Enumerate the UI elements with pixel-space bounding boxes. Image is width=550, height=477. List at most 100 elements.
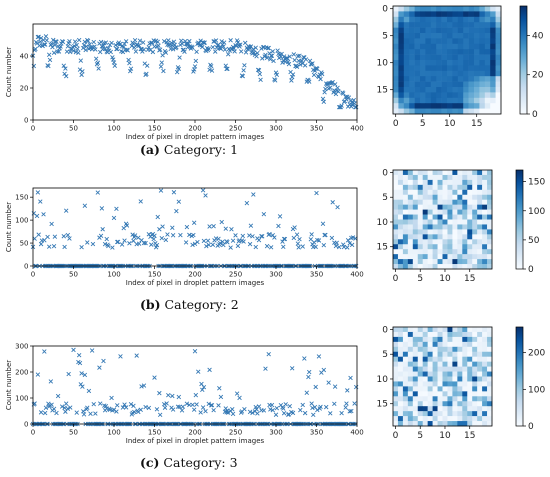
scatter-point bbox=[95, 60, 101, 65]
heatmap-cell bbox=[393, 194, 399, 200]
heatmap-cell bbox=[422, 331, 428, 338]
scatter-point bbox=[140, 40, 146, 45]
heatmap-cell bbox=[422, 259, 428, 265]
heatmap-cell bbox=[487, 327, 493, 333]
heatmap-cell bbox=[441, 65, 448, 72]
heatmap-cell bbox=[442, 376, 448, 382]
heatmap-cell bbox=[457, 60, 464, 66]
heatmap-cell bbox=[490, 103, 496, 109]
heatmap-cell bbox=[393, 361, 399, 367]
heatmap-cell bbox=[393, 199, 399, 205]
heatmap-cell bbox=[452, 170, 458, 176]
heatmap-cell bbox=[430, 54, 437, 61]
heatmap-cell bbox=[477, 224, 483, 230]
heatmap-cell bbox=[432, 174, 438, 181]
scatter-point bbox=[74, 410, 79, 415]
scatter-point bbox=[261, 211, 267, 217]
heatmap-cell bbox=[397, 189, 404, 196]
heatmap-cell bbox=[447, 11, 453, 18]
heatmap-cell bbox=[437, 421, 443, 427]
heatmap-cell bbox=[462, 351, 468, 357]
scatter-point bbox=[150, 49, 156, 55]
heatmap-cell bbox=[436, 33, 442, 39]
heatmap-cell bbox=[422, 209, 428, 215]
heatmap-cell bbox=[414, 11, 421, 18]
scatter-point bbox=[263, 366, 268, 371]
y-axis-label: Count number bbox=[5, 47, 13, 97]
heatmap-cell bbox=[441, 43, 448, 50]
heatmap-cell bbox=[432, 219, 438, 225]
heatmap-cell bbox=[393, 65, 399, 72]
heatmap-cell bbox=[397, 401, 404, 407]
heatmap-cell bbox=[427, 204, 433, 210]
heatmap-cell bbox=[407, 229, 414, 235]
heatmap-cell bbox=[407, 170, 414, 176]
scatter-point bbox=[207, 367, 212, 373]
heatmap-cell bbox=[452, 244, 458, 250]
heatmap-cell bbox=[447, 97, 453, 104]
scatter-point bbox=[218, 394, 224, 400]
heatmap-cell bbox=[468, 103, 475, 109]
heatmap-cell bbox=[420, 11, 426, 18]
heatmap-cell bbox=[479, 87, 486, 93]
caption-a: (a) Category: 1 bbox=[140, 142, 238, 157]
heatmap-cell bbox=[427, 366, 433, 372]
heatmap-cell bbox=[432, 244, 438, 250]
heatmap-cell bbox=[403, 22, 410, 28]
scatter-point bbox=[55, 49, 60, 54]
scatter-point bbox=[204, 244, 209, 249]
heatmap-cell bbox=[452, 49, 459, 55]
heatmap-cell bbox=[436, 81, 442, 88]
heatmap-cell bbox=[477, 264, 483, 270]
scatter-point bbox=[36, 232, 41, 237]
heatmap-cell bbox=[422, 416, 428, 422]
heatmap-cell bbox=[447, 416, 453, 422]
heatmap-cell bbox=[457, 331, 463, 338]
heatmap-cell bbox=[442, 406, 448, 412]
scatter-point bbox=[119, 242, 125, 247]
scatter-point bbox=[157, 390, 162, 396]
scatter-point bbox=[290, 72, 296, 77]
heatmap-cell bbox=[463, 60, 469, 66]
heatmap-cell bbox=[442, 401, 448, 407]
heatmap-cell bbox=[472, 411, 478, 417]
heatmap-cell bbox=[422, 381, 428, 387]
heatmap-cell bbox=[422, 401, 428, 407]
heatmap-cell bbox=[457, 189, 463, 196]
scatter-point bbox=[270, 49, 275, 54]
scatter-point bbox=[255, 411, 260, 416]
heatmap-cell bbox=[412, 194, 419, 200]
heatmap-cell bbox=[484, 70, 491, 77]
heatmap-cell bbox=[420, 87, 426, 93]
scatter-point bbox=[242, 63, 247, 68]
scatter-point bbox=[190, 242, 195, 248]
heatmap-cell bbox=[417, 336, 423, 343]
heatmap-cell bbox=[402, 204, 409, 210]
heatmap-cell bbox=[437, 189, 443, 196]
heatmap-cell bbox=[482, 194, 488, 200]
scatter-point bbox=[290, 410, 296, 416]
heatmap-cell bbox=[467, 366, 473, 372]
scatter-point bbox=[198, 410, 203, 415]
heatmap-cell bbox=[393, 209, 399, 215]
heatmap-cell bbox=[393, 376, 399, 382]
heatmap-cell bbox=[414, 97, 421, 104]
scatter-point bbox=[134, 353, 139, 358]
scatter-point bbox=[289, 78, 294, 83]
heatmap-cell bbox=[432, 421, 438, 427]
scatter-point bbox=[353, 104, 359, 110]
heatmap-cell bbox=[393, 204, 399, 210]
heatmap-cell bbox=[427, 331, 433, 338]
heatmap-cell bbox=[397, 381, 404, 387]
heatmap-cell bbox=[417, 229, 423, 235]
heatmap-cell bbox=[442, 204, 448, 210]
heatmap-cell bbox=[447, 108, 453, 115]
scatter-point bbox=[310, 405, 315, 411]
heatmap-cell bbox=[487, 376, 493, 382]
heatmap-cell bbox=[432, 189, 438, 196]
scatter-point bbox=[205, 238, 211, 243]
heatmap-cell bbox=[482, 219, 488, 225]
heatmap-cell bbox=[427, 351, 433, 357]
heatmap-cell bbox=[457, 214, 463, 220]
heatmap-cell bbox=[397, 386, 404, 392]
